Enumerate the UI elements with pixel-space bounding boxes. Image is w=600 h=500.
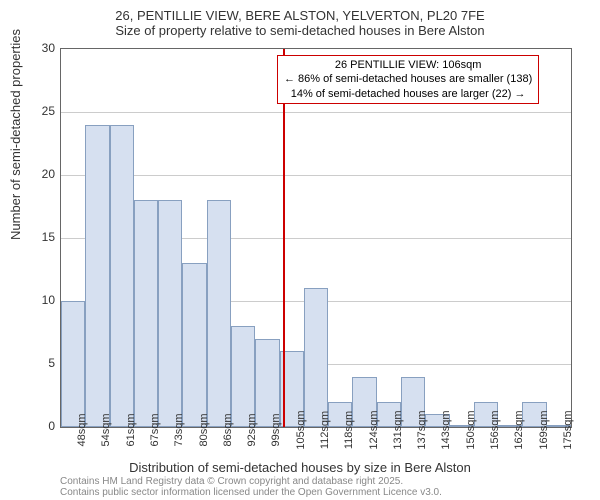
histogram-bar	[182, 263, 206, 427]
x-tick: 73sqm	[173, 413, 185, 446]
x-tick: 150sqm	[465, 410, 477, 449]
x-tick: 67sqm	[149, 413, 161, 446]
attribution-line-1: Contains HM Land Registry data © Crown c…	[60, 476, 442, 487]
x-tick: 48sqm	[76, 413, 88, 446]
chart-container: 26, PENTILLIE VIEW, BERE ALSTON, YELVERT…	[0, 0, 600, 500]
histogram-bar	[110, 125, 134, 427]
y-tick: 25	[25, 104, 55, 118]
y-tick: 20	[25, 167, 55, 181]
y-tick: 0	[25, 419, 55, 433]
attribution-text: Contains HM Land Registry data © Crown c…	[60, 476, 442, 498]
annotation-box: 26 PENTILLIE VIEW: 106sqm← 86% of semi-d…	[277, 55, 539, 104]
histogram-bar	[85, 125, 109, 427]
annotation-line-3: 14% of semi-detached houses are larger (…	[284, 87, 532, 101]
histogram-bar	[134, 200, 158, 427]
x-tick: 169sqm	[538, 410, 550, 449]
histogram-bar	[61, 301, 85, 427]
x-tick: 156sqm	[489, 410, 501, 449]
gridline	[61, 175, 571, 176]
gridline	[61, 112, 571, 113]
x-tick: 54sqm	[100, 413, 112, 446]
x-tick: 124sqm	[368, 410, 380, 449]
reference-line	[283, 49, 285, 427]
x-tick: 61sqm	[125, 413, 137, 446]
plot-area: 26 PENTILLIE VIEW: 106sqm← 86% of semi-d…	[60, 48, 572, 428]
histogram-bar	[207, 200, 231, 427]
x-tick: 131sqm	[392, 410, 404, 449]
x-tick: 86sqm	[222, 413, 234, 446]
x-tick: 137sqm	[416, 410, 428, 449]
x-axis-label: Distribution of semi-detached houses by …	[0, 460, 600, 475]
y-tick: 15	[25, 230, 55, 244]
y-tick: 30	[25, 41, 55, 55]
title-line-1: 26, PENTILLIE VIEW, BERE ALSTON, YELVERT…	[0, 8, 600, 23]
x-tick: 80sqm	[198, 413, 210, 446]
x-tick: 92sqm	[246, 413, 258, 446]
x-tick: 162sqm	[513, 410, 525, 449]
x-tick: 99sqm	[270, 413, 282, 446]
chart-title: 26, PENTILLIE VIEW, BERE ALSTON, YELVERT…	[0, 0, 600, 38]
y-axis-label: Number of semi-detached properties	[8, 29, 23, 240]
y-tick: 5	[25, 356, 55, 370]
annotation-line-2: ← 86% of semi-detached houses are smalle…	[284, 72, 532, 86]
x-tick: 118sqm	[343, 411, 355, 449]
attribution-line-2: Contains public sector information licen…	[60, 487, 442, 498]
annotation-line-1: 26 PENTILLIE VIEW: 106sqm	[284, 58, 532, 72]
x-tick: 112sqm	[319, 411, 331, 449]
x-tick: 143sqm	[440, 410, 452, 449]
x-tick: 105sqm	[295, 410, 307, 449]
histogram-bar	[158, 200, 182, 427]
histogram-bar	[304, 288, 328, 427]
y-tick: 10	[25, 293, 55, 307]
title-line-2: Size of property relative to semi-detach…	[0, 23, 600, 38]
histogram-bar	[231, 326, 255, 427]
x-tick: 175sqm	[562, 410, 574, 449]
